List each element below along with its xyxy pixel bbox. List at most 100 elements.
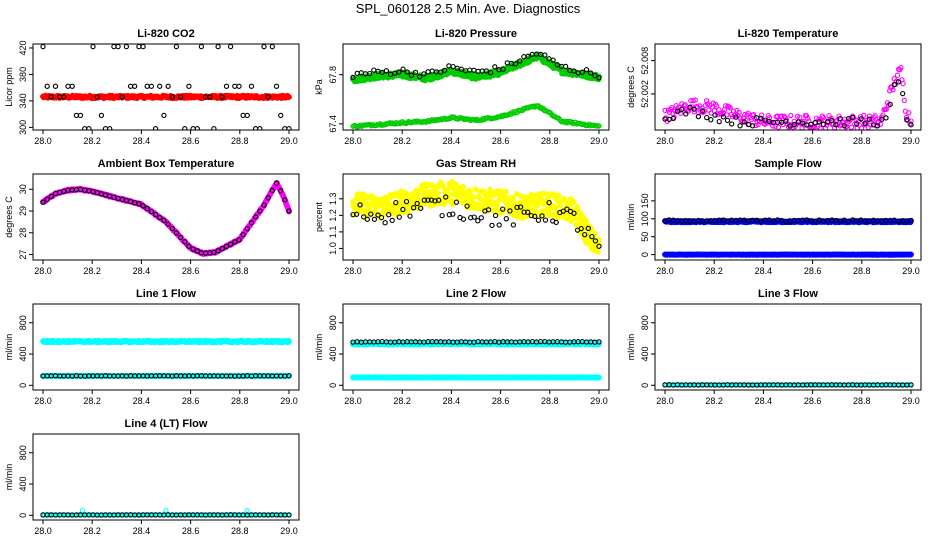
y-axis-label-boxtemp: degrees C xyxy=(4,196,14,238)
point-rh-avg xyxy=(434,190,441,196)
point-rh-avg xyxy=(472,186,479,193)
x-tick-label-line3: 28.6 xyxy=(804,396,822,406)
point-co2-diag xyxy=(48,94,54,100)
point-boxtemp-diag xyxy=(261,202,267,208)
x-tick-label-co2: 28.8 xyxy=(231,136,249,146)
x-tick-label-temp820: 28.6 xyxy=(804,136,822,146)
point-temp820-diag xyxy=(704,114,710,121)
point-temp820-diag xyxy=(679,106,685,113)
point-temp820-diag xyxy=(887,101,893,108)
point-temp820-diag xyxy=(687,104,693,110)
point-pressure-lower xyxy=(596,123,602,129)
point-co2-diag xyxy=(207,94,213,100)
point-rh-diag xyxy=(435,197,442,203)
plot-frame-temp820 xyxy=(654,43,922,131)
point-rh-diag xyxy=(475,218,481,224)
point-boxtemp-diag xyxy=(140,203,146,209)
x-tick-label-boxtemp: 28.8 xyxy=(231,266,249,276)
point-boxtemp-diag xyxy=(157,214,163,221)
y-tick-label-co2: 300 xyxy=(18,120,28,135)
point-co2-diag xyxy=(140,44,146,50)
x-tick-label-line3: 28.2 xyxy=(705,396,723,406)
point-rh-diag xyxy=(542,217,549,223)
x-tick-label-boxtemp: 29.0 xyxy=(280,266,298,276)
point-rh-diag xyxy=(396,214,402,220)
point-pressure-diag xyxy=(442,67,448,74)
point-temp820-avg xyxy=(901,97,907,104)
point-temp820-diag xyxy=(729,121,735,127)
x-tick-label-pressure: 28.0 xyxy=(344,136,362,146)
point-co2-diag xyxy=(244,112,250,119)
point-temp820-avg xyxy=(703,98,710,104)
x-tick-label-line1: 28.2 xyxy=(83,396,101,406)
point-rh-diag xyxy=(368,211,374,217)
point-temp820-avg xyxy=(755,121,761,128)
panel-title-line2: Line 2 Flow xyxy=(446,288,506,300)
point-boxtemp-diag xyxy=(211,249,217,256)
point-temp820-avg xyxy=(726,104,732,110)
point-temp820-avg xyxy=(692,97,698,103)
point-co2-diag xyxy=(257,126,263,130)
plot-frame-pressure xyxy=(342,43,610,131)
point-temp820-avg xyxy=(669,104,675,111)
point-rh-diag xyxy=(446,212,452,218)
y-tick-label-temp820: 52.008 xyxy=(640,47,650,75)
point-co2-diag xyxy=(86,126,92,130)
point-temp820-diag xyxy=(904,117,910,123)
point-rh-avg xyxy=(494,203,500,209)
point-rh-diag xyxy=(571,210,577,216)
x-tick-label-boxtemp: 28.0 xyxy=(34,266,52,276)
y-tick-label-rh: 1.0 xyxy=(328,242,338,255)
x-tick-label-pressure: 28.2 xyxy=(393,136,411,146)
point-temp820-avg xyxy=(758,112,765,118)
x-tick-label-line3: 29.0 xyxy=(902,396,920,406)
point-pressure-diag xyxy=(512,61,519,67)
point-rh-avg xyxy=(538,195,544,202)
y-axis-label-line2: ml/min xyxy=(314,334,324,361)
point-co2-diag xyxy=(232,83,238,89)
point-rh-diag xyxy=(578,225,584,232)
y-tick-label-pressure: 67.8 xyxy=(328,66,338,84)
point-co2-diag xyxy=(198,44,205,50)
x-tick-label-rh: 28.8 xyxy=(541,266,559,276)
point-co2-diag xyxy=(265,94,271,100)
x-tick-label-temp820: 29.0 xyxy=(902,136,920,146)
point-pressure-diag xyxy=(571,68,577,74)
point-rh-diag xyxy=(407,213,413,219)
x-tick-label-rh: 28.2 xyxy=(393,266,411,276)
plot-frame-line2 xyxy=(342,303,610,391)
point-rh-diag xyxy=(478,215,484,221)
point-pressure-diag xyxy=(400,66,406,72)
point-co2-diag xyxy=(77,112,84,119)
point-temp820-diag xyxy=(841,123,847,129)
point-temp820-avg xyxy=(900,80,906,87)
point-rh-diag xyxy=(471,214,477,220)
point-pressure-diag xyxy=(492,64,498,70)
point-co2-diag xyxy=(173,44,180,50)
point-rh-diag xyxy=(585,225,591,232)
y-tick-label-co2: 380 xyxy=(18,67,28,82)
point-sampleflow-zero xyxy=(908,251,914,258)
point-temp820-diag xyxy=(670,115,676,122)
point-boxtemp-diag xyxy=(136,201,142,207)
point-boxtemp-diag xyxy=(227,241,234,247)
point-boxtemp-diag xyxy=(215,248,221,254)
point-temp820-diag xyxy=(895,79,902,85)
point-temp820-avg xyxy=(682,102,688,108)
point-co2-diag xyxy=(194,126,200,130)
x-tick-label-line1: 28.6 xyxy=(182,396,200,406)
y-tick-label-boxtemp: 30 xyxy=(18,184,28,194)
point-rh-diag xyxy=(521,209,527,215)
point-rh-diag xyxy=(546,199,552,206)
y-axis-label-rh: percent xyxy=(314,201,324,232)
point-rh-avg xyxy=(502,188,509,195)
point-temp820-avg xyxy=(736,109,742,116)
point-rh-diag xyxy=(414,200,420,207)
plot-frame-line3 xyxy=(654,303,922,391)
point-temp820-avg xyxy=(797,114,803,121)
point-rh-diag xyxy=(489,222,495,229)
point-rh-diag xyxy=(421,197,427,203)
